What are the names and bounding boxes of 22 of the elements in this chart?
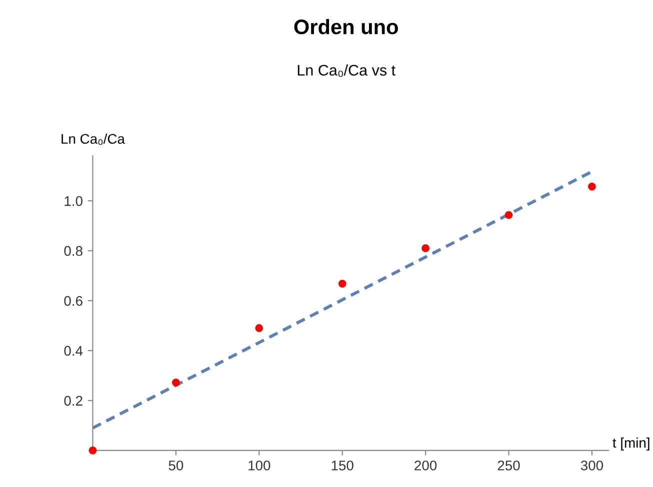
y-tick-label: 0.2 [64, 396, 82, 406]
point [588, 182, 596, 191]
y-tick-label: 0.6 [64, 296, 82, 306]
x-tick-label: 100 [248, 460, 270, 470]
y-axis-title: Ln Ca₀/Ca [62, 134, 125, 145]
point [422, 244, 430, 252]
x-tick-label: 250 [498, 460, 520, 470]
x-tick-label: 150 [332, 460, 354, 470]
x-tick-label: 300 [580, 460, 603, 470]
point [338, 280, 346, 288]
point [504, 211, 513, 219]
point [88, 446, 97, 454]
y-tick-label: 0.8 [64, 246, 82, 256]
x-tick-label: 50 [168, 460, 184, 470]
y-tick-label: 0.4 [64, 346, 83, 356]
chart-subtitle: Ln Ca₀/Ca vs t [298, 64, 396, 77]
x-tick-label: 200 [414, 460, 437, 470]
point [255, 324, 264, 332]
x-axis-title: t [min] [612, 438, 650, 450]
y-tick-label: 1.0 [64, 196, 82, 206]
point [172, 378, 180, 387]
chart-title: Orden uno [294, 18, 398, 34]
